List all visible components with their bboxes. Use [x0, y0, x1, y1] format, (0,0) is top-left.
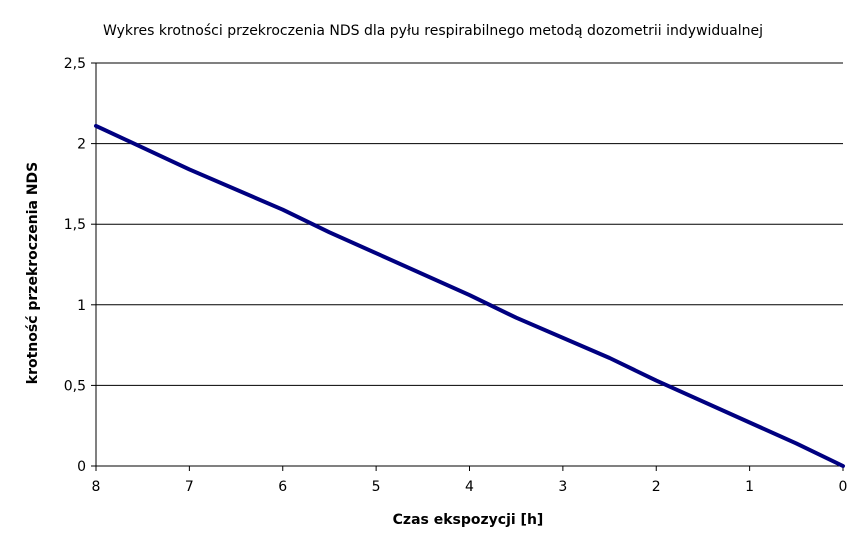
x-tick-label: 0	[839, 479, 848, 495]
x-tick-label: 4	[465, 479, 474, 495]
y-tick-label: 2,5	[64, 56, 86, 72]
y-tick-label: 0,5	[64, 378, 86, 394]
y-tick-label: 1,5	[64, 217, 86, 233]
x-tick-label: 5	[372, 479, 381, 495]
series-line	[94, 123, 845, 468]
x-tick-label: 1	[745, 479, 754, 495]
chart-title: Wykres krotności przekroczenia NDS dla p…	[103, 23, 763, 39]
gridlines	[96, 62, 843, 386]
y-tick-label: 2	[77, 137, 86, 153]
y-tick-labels: 0 0,5 1 1,5 2 2,5	[64, 56, 86, 475]
x-tick-label: 8	[92, 479, 101, 495]
y-tick-label: 0	[77, 459, 86, 475]
x-tick-labels: 8 7 6 5 4 3 2 1 0	[92, 479, 848, 495]
y-axis-title: krotność przekroczenia NDS	[25, 162, 41, 384]
series-group	[94, 123, 845, 468]
axes	[91, 62, 844, 471]
y-tick-label: 1	[77, 298, 86, 314]
x-tick-label: 2	[652, 479, 661, 495]
x-tick-label: 7	[185, 479, 194, 495]
x-tick-label: 3	[558, 479, 567, 495]
x-axis-title: Czas ekspozycji [h]	[393, 512, 544, 528]
x-tick-label: 6	[278, 479, 287, 495]
